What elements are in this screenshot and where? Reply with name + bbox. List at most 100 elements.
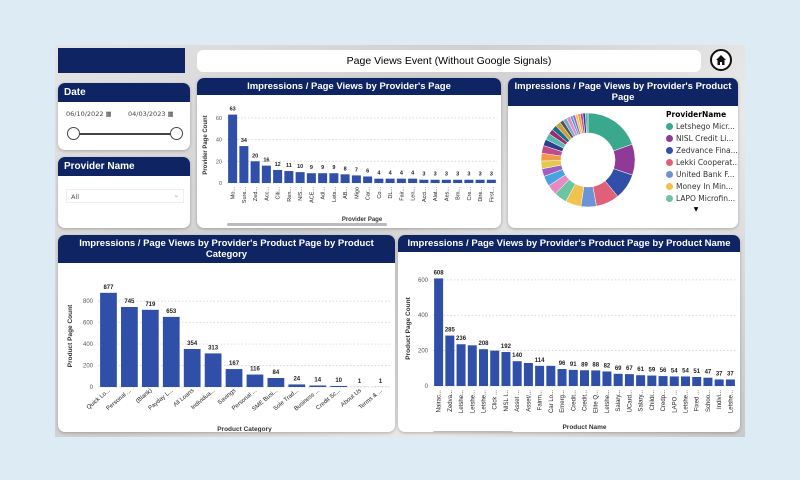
bar: [250, 161, 260, 183]
bar: [408, 178, 418, 183]
data-label: 54: [671, 368, 678, 374]
bar: [374, 178, 384, 183]
legend-item[interactable]: Letshego Micr...: [666, 122, 738, 131]
y-tick-label: 600: [83, 321, 94, 327]
data-label: 719: [145, 302, 156, 308]
logo-box: [58, 48, 185, 73]
bar: [475, 179, 485, 183]
x-tick-label: Dire...: [478, 187, 484, 202]
data-label: 192: [501, 344, 512, 350]
x-tick-label: Asset/...: [526, 390, 532, 412]
data-label: 11: [286, 163, 292, 169]
donut-slice: [587, 112, 633, 152]
date-slicer: Date 06/10/2022 ▦ 04/03/2023 ▦: [58, 83, 190, 150]
x-tick-label: AB...: [343, 187, 349, 199]
x-tick-label: Fairm...: [538, 390, 544, 411]
data-label: 89: [581, 362, 588, 368]
x-tick-label: (Blank): [135, 388, 153, 405]
legend-label: Lekki Cooperat...: [676, 158, 738, 167]
bar: [363, 176, 373, 183]
bar: [456, 344, 466, 386]
x-tick-label: Alat...: [433, 187, 439, 202]
bar: [486, 179, 496, 183]
legend-item[interactable]: Zedvance Fina...: [666, 146, 738, 155]
x-tick-label: Indivi...: [717, 390, 723, 409]
legend-item[interactable]: United Bank F...: [666, 170, 738, 179]
data-label: 96: [559, 361, 566, 367]
data-label: 12: [275, 162, 281, 168]
data-label: 82: [604, 363, 611, 369]
x-tick-label: Car Lo...: [549, 390, 555, 413]
home-button[interactable]: [710, 49, 732, 71]
bar: [681, 376, 690, 386]
bar: [309, 385, 327, 387]
data-label: 9: [321, 165, 324, 171]
x-tick-label: First...: [489, 187, 495, 203]
data-label: 54: [682, 368, 689, 374]
provider-dropdown[interactable]: All ⌄: [66, 189, 184, 203]
data-label: 9: [332, 165, 335, 171]
calendar-icon[interactable]: ▦: [105, 110, 112, 118]
data-label: 6: [366, 168, 369, 174]
x-tick-label: Mo...: [231, 187, 237, 200]
bar: [535, 365, 545, 386]
x-tick-label: Acc...: [264, 187, 270, 201]
bar: [523, 363, 533, 386]
x-axis-title: Product Name: [562, 424, 606, 431]
product-name-bar-chart: 0 200 400 600 608 Nairac... 285 Zedva... 236 Lets…: [405, 270, 736, 432]
bar: [546, 365, 556, 386]
start-date-input[interactable]: 06/10/2022 ▦: [66, 110, 112, 118]
x-tick-label: Adl...: [321, 187, 327, 200]
bar: [396, 178, 406, 183]
legend-item[interactable]: Money In Min...: [666, 182, 738, 191]
data-label: 37: [727, 371, 734, 377]
bar: [430, 179, 440, 183]
data-label: 3: [434, 172, 437, 178]
data-label: 1: [379, 379, 383, 385]
x-tick-label: Credit...: [571, 390, 577, 411]
x-tick-label: Letshe...: [684, 390, 690, 413]
y-tick-label: 400: [83, 342, 94, 348]
x-tick-label: Co...: [377, 187, 383, 199]
y-tick-label: 60: [216, 116, 222, 122]
data-label: 313: [208, 345, 219, 351]
horizontal-scrollbar[interactable]: [433, 431, 513, 432]
data-label: 608: [434, 270, 445, 276]
y-axis-title: Product Page Count: [405, 296, 412, 359]
bar: [284, 171, 294, 183]
data-label: 653: [166, 309, 177, 315]
x-tick-label: Schoo...: [706, 390, 712, 412]
provider-page-chart: Impressions / Page Views by Provider's P…: [197, 78, 501, 228]
horizontal-scrollbar[interactable]: [227, 223, 387, 226]
bar: [273, 169, 283, 183]
y-tick-label: 0: [219, 181, 222, 187]
chart-title: Impressions / Page Views by Provider's P…: [398, 235, 740, 252]
date-end-handle[interactable]: [170, 127, 183, 140]
legend-item[interactable]: Lekki Cooperat...: [666, 158, 738, 167]
x-tick-label: Ren...: [287, 187, 293, 202]
provider-product-page-chart: Impressions / Page Views by Provider's P…: [508, 78, 738, 228]
bar: [261, 165, 271, 183]
bar: [288, 384, 306, 387]
x-tick-label: Aes...: [444, 187, 450, 202]
legend-item[interactable]: NISL Credit Li...: [666, 134, 738, 143]
data-label: 10: [335, 378, 342, 384]
dashboard: Page Views Event (Without Google Signals…: [55, 45, 745, 437]
chart-title: Impressions / Page Views by Provider's P…: [197, 78, 501, 95]
bar: [351, 175, 361, 183]
bar: [568, 369, 578, 386]
calendar-icon[interactable]: ▦: [167, 110, 174, 118]
legend-label: LAPO Microfin...: [676, 194, 736, 203]
x-tick-label: Sure...: [242, 187, 248, 204]
data-label: 3: [467, 172, 470, 178]
legend-scroll-down-icon[interactable]: ▼: [693, 206, 699, 213]
bar: [121, 307, 138, 387]
legend-item[interactable]: LAPO Microfin...: [666, 194, 738, 203]
y-tick-label: 40: [216, 138, 222, 144]
bar: [453, 179, 463, 183]
y-tick-label: 200: [83, 364, 94, 370]
date-start-handle[interactable]: [67, 127, 80, 140]
bar: [162, 316, 180, 387]
end-date-input[interactable]: 04/03/2023 ▦: [128, 110, 174, 118]
